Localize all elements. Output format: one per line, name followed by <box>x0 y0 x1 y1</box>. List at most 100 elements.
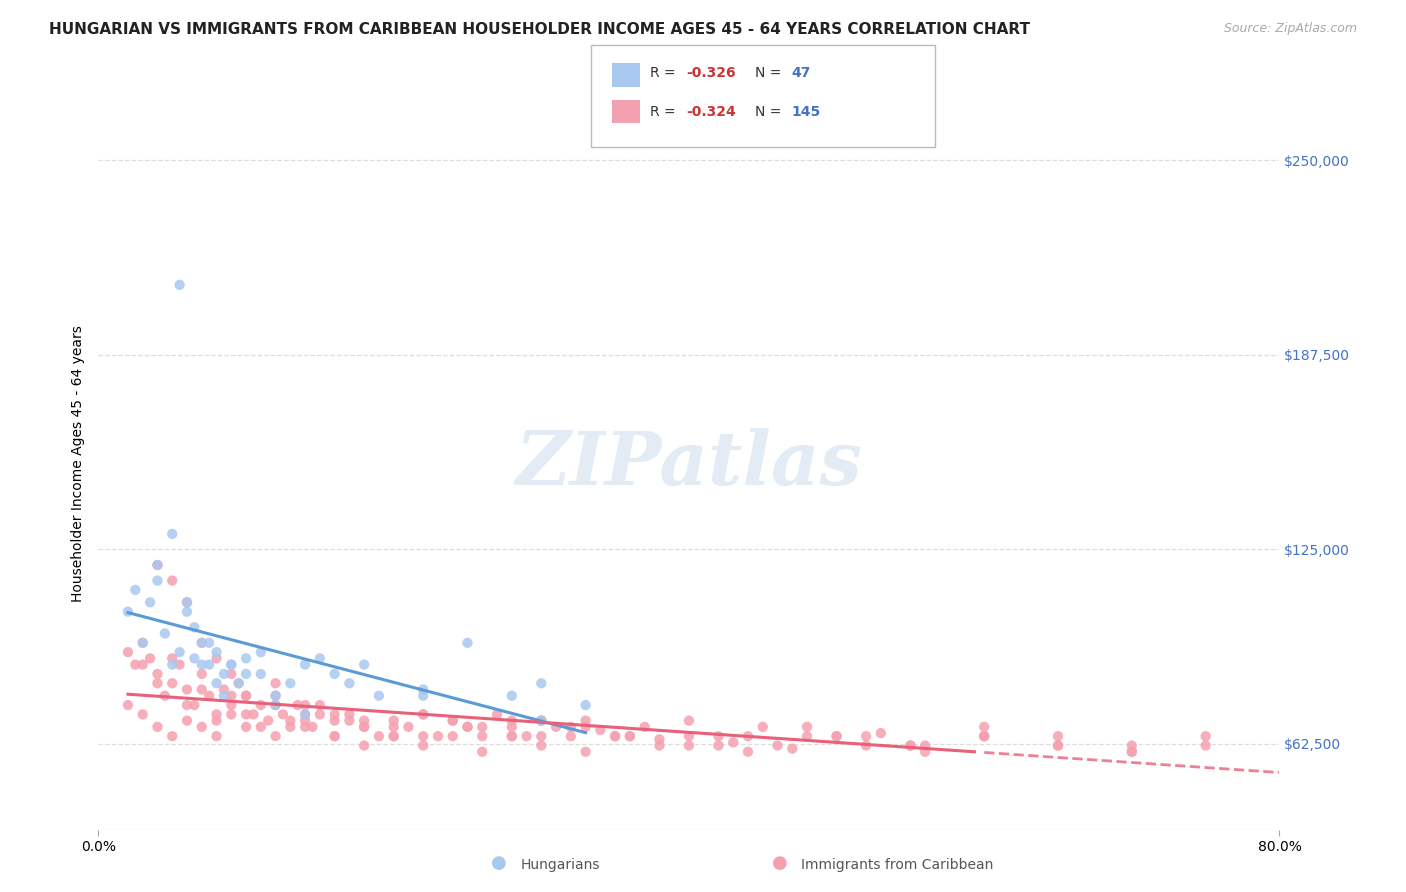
Point <box>471 720 494 734</box>
Point <box>914 745 936 759</box>
Point <box>221 707 243 722</box>
Point <box>825 729 848 743</box>
Point <box>183 620 205 634</box>
Point <box>176 595 198 609</box>
Point <box>294 707 316 722</box>
Point <box>339 707 361 722</box>
Point <box>280 714 302 728</box>
Point <box>132 636 155 650</box>
Point <box>264 729 287 743</box>
Point <box>737 729 759 743</box>
Point <box>309 707 332 722</box>
Text: N =: N = <box>755 104 786 119</box>
Point <box>323 729 346 743</box>
Text: Hungarians: Hungarians <box>520 858 600 872</box>
Point <box>530 714 553 728</box>
Point <box>530 714 553 728</box>
Text: R =: R = <box>650 104 679 119</box>
Point <box>648 739 671 753</box>
Point <box>132 707 155 722</box>
Point <box>605 729 627 743</box>
Point <box>575 698 598 712</box>
Point <box>575 720 598 734</box>
Point <box>530 714 553 728</box>
Point <box>191 667 214 681</box>
Point <box>205 645 228 659</box>
Point <box>825 729 848 743</box>
Point <box>323 729 346 743</box>
Point <box>191 720 214 734</box>
Point <box>176 605 198 619</box>
Point <box>146 676 169 690</box>
Point <box>235 651 257 665</box>
Point <box>250 645 273 659</box>
Text: HUNGARIAN VS IMMIGRANTS FROM CARIBBEAN HOUSEHOLDER INCOME AGES 45 - 64 YEARS COR: HUNGARIAN VS IMMIGRANTS FROM CARIBBEAN H… <box>49 22 1031 37</box>
Point <box>589 723 612 737</box>
Point <box>707 739 730 753</box>
Point <box>132 657 155 672</box>
Point <box>575 714 598 728</box>
Text: -0.324: -0.324 <box>686 104 735 119</box>
Point <box>412 689 434 703</box>
Point <box>212 689 235 703</box>
Point <box>457 720 479 734</box>
Point <box>117 645 139 659</box>
Point <box>471 745 494 759</box>
Point <box>294 714 316 728</box>
Point <box>353 739 375 753</box>
Point <box>176 698 198 712</box>
Point <box>1195 739 1218 753</box>
Point <box>198 636 221 650</box>
Point <box>132 636 155 650</box>
Point <box>294 707 316 722</box>
Point <box>205 651 228 665</box>
Point <box>382 720 405 734</box>
Point <box>191 682 214 697</box>
Point <box>530 729 553 743</box>
Point <box>382 714 405 728</box>
Point <box>501 689 523 703</box>
Point <box>1121 745 1143 759</box>
Point <box>191 657 214 672</box>
Point <box>339 676 361 690</box>
Point <box>368 689 391 703</box>
Point <box>427 729 450 743</box>
Point <box>914 739 936 753</box>
Point <box>530 676 553 690</box>
Point <box>1195 729 1218 743</box>
Point <box>560 720 582 734</box>
Point <box>162 657 183 672</box>
Text: Source: ZipAtlas.com: Source: ZipAtlas.com <box>1223 22 1357 36</box>
Point <box>235 689 257 703</box>
Y-axis label: Householder Income Ages 45 - 64 years: Householder Income Ages 45 - 64 years <box>70 326 84 602</box>
Point <box>176 682 198 697</box>
Point <box>560 729 582 743</box>
Point <box>205 676 228 690</box>
Point <box>501 729 523 743</box>
Point <box>235 667 257 681</box>
Point <box>457 636 479 650</box>
Point <box>678 739 700 753</box>
Point <box>176 714 198 728</box>
Point <box>212 667 235 681</box>
Point <box>162 574 183 588</box>
Text: -0.326: -0.326 <box>686 66 735 80</box>
Point <box>139 651 162 665</box>
Point <box>353 714 375 728</box>
Point <box>212 682 235 697</box>
Point <box>221 657 243 672</box>
Point <box>280 676 302 690</box>
Point <box>146 558 169 572</box>
Text: N =: N = <box>755 66 786 80</box>
Point <box>309 698 332 712</box>
Point <box>221 698 243 712</box>
Point <box>368 729 391 743</box>
Point <box>766 739 789 753</box>
Point <box>176 595 198 609</box>
Point <box>124 657 146 672</box>
Point <box>796 729 818 743</box>
Point <box>309 651 332 665</box>
Point <box>228 676 250 690</box>
Point <box>353 657 375 672</box>
Point <box>973 729 995 743</box>
